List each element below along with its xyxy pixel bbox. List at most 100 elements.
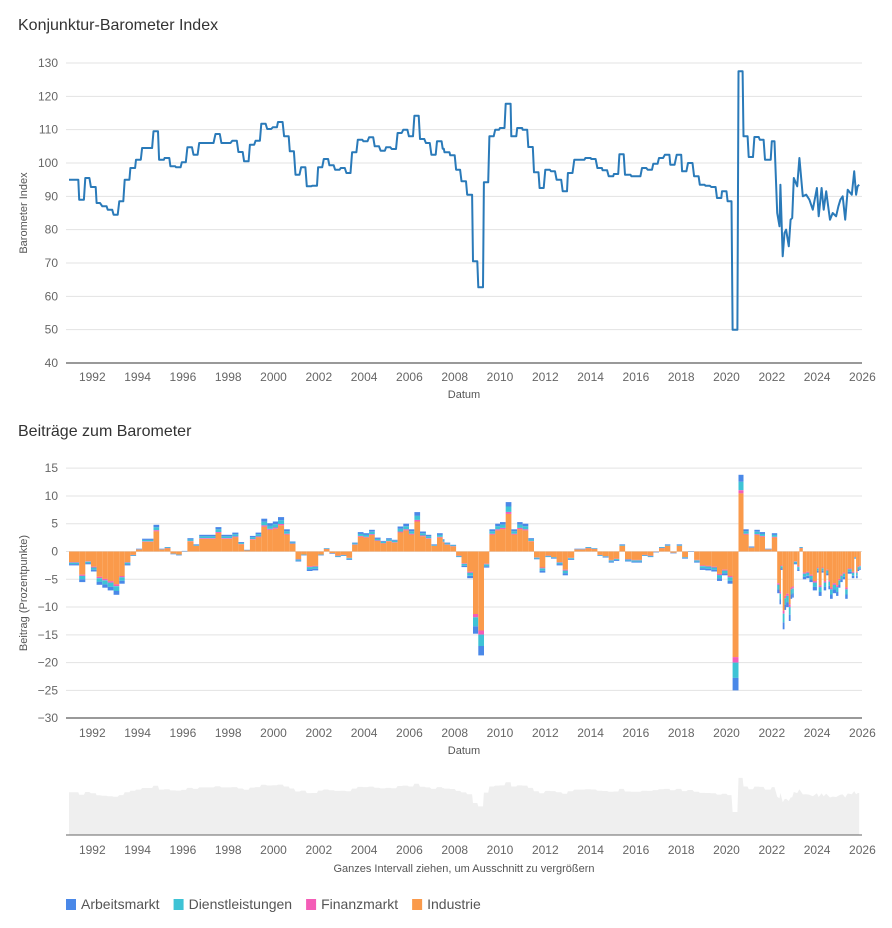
- bar-dienstleistungen[interactable]: [107, 582, 114, 587]
- bar-industrie[interactable]: [357, 536, 364, 552]
- bar-finanzmarkt[interactable]: [727, 576, 733, 578]
- bar-dienstleistungen[interactable]: [759, 533, 765, 536]
- bar-industrie[interactable]: [694, 551, 700, 560]
- bar-dienstleistungen[interactable]: [442, 540, 445, 542]
- bar-finanzmarkt[interactable]: [391, 542, 398, 543]
- bar-dienstleistungen[interactable]: [357, 533, 364, 536]
- bar-industrie[interactable]: [272, 528, 278, 552]
- bar-industrie[interactable]: [136, 549, 143, 552]
- bar-dienstleistungen[interactable]: [854, 557, 856, 559]
- bar-arbeitsmarkt[interactable]: [854, 558, 856, 559]
- bar-dienstleistungen[interactable]: [545, 555, 551, 557]
- bar-arbeitsmarkt[interactable]: [613, 560, 620, 561]
- bar-finanzmarkt[interactable]: [473, 614, 479, 618]
- legend-item-finanzmarkt[interactable]: Finanzmarkt: [306, 896, 398, 912]
- bar-dienstleistungen[interactable]: [832, 584, 837, 590]
- bar-arbeitsmarkt[interactable]: [374, 537, 381, 539]
- bar-dienstleistungen[interactable]: [777, 584, 780, 590]
- bar-finanzmarkt[interactable]: [826, 569, 829, 571]
- bar-finanzmarkt[interactable]: [771, 536, 778, 538]
- bar-industrie[interactable]: [335, 551, 341, 556]
- bar-industrie[interactable]: [391, 542, 398, 552]
- bar-arbeitsmarkt[interactable]: [608, 561, 614, 563]
- bar-dienstleistungen[interactable]: [505, 506, 512, 512]
- bar-arbeitsmarkt[interactable]: [717, 578, 722, 581]
- bar-industrie[interactable]: [85, 551, 91, 562]
- bar-arbeitsmarkt[interactable]: [456, 556, 462, 558]
- bar-arbeitsmarkt[interactable]: [836, 591, 839, 596]
- bar-industrie[interactable]: [823, 551, 827, 582]
- bar-arbeitsmarkt[interactable]: [793, 563, 798, 565]
- bar-industrie[interactable]: [414, 521, 421, 552]
- bar-finanzmarkt[interactable]: [840, 574, 843, 576]
- bar-industrie[interactable]: [613, 551, 620, 559]
- bar-arbeitsmarkt[interactable]: [153, 524, 160, 528]
- bar-finanzmarkt[interactable]: [511, 533, 518, 535]
- bar-dienstleistungen[interactable]: [397, 528, 404, 532]
- bar-industrie[interactable]: [562, 551, 568, 570]
- bar-dienstleistungen[interactable]: [312, 566, 319, 569]
- bar-dienstleistungen[interactable]: [278, 520, 285, 524]
- bar-dienstleistungen[interactable]: [193, 544, 200, 546]
- bar-industrie[interactable]: [832, 551, 837, 584]
- bar-finanzmarkt[interactable]: [832, 583, 837, 585]
- bar-industrie[interactable]: [500, 529, 506, 552]
- bar-industrie[interactable]: [467, 551, 474, 572]
- bar-dienstleistungen[interactable]: [857, 567, 860, 570]
- bar-finanzmarkt[interactable]: [857, 566, 860, 568]
- bar-finanzmarkt[interactable]: [859, 565, 861, 567]
- bar-arbeitsmarkt[interactable]: [732, 677, 739, 691]
- bar-industrie[interactable]: [765, 549, 772, 552]
- bar-dienstleistungen[interactable]: [539, 568, 546, 571]
- bar-finanzmarkt[interactable]: [232, 536, 239, 538]
- bar-finanzmarkt[interactable]: [408, 533, 415, 535]
- bar-arbeitsmarkt[interactable]: [261, 518, 268, 522]
- bar-finanzmarkt[interactable]: [153, 530, 160, 532]
- bar-dienstleistungen[interactable]: [738, 481, 744, 491]
- bar-arbeitsmarkt[interactable]: [743, 529, 749, 532]
- bar-arbeitsmarkt[interactable]: [812, 586, 817, 591]
- bar-arbeitsmarkt[interactable]: [840, 579, 843, 583]
- bar-arbeitsmarkt[interactable]: [500, 522, 506, 525]
- bar-dienstleistungen[interactable]: [69, 562, 80, 565]
- bar-arbeitsmarkt[interactable]: [363, 533, 370, 535]
- bar-dienstleistungen[interactable]: [232, 534, 239, 537]
- bar-dienstleistungen[interactable]: [102, 580, 108, 585]
- bar-industrie[interactable]: [780, 551, 783, 566]
- bar-finanzmarkt[interactable]: [562, 569, 568, 571]
- bar-industrie[interactable]: [799, 548, 803, 552]
- bar-industrie[interactable]: [267, 530, 273, 552]
- bar-industrie[interactable]: [754, 535, 760, 552]
- bar-finanzmarkt[interactable]: [711, 566, 717, 568]
- bar-industrie[interactable]: [840, 551, 843, 575]
- bar-finanzmarkt[interactable]: [267, 528, 273, 530]
- bar-arbeitsmarkt[interactable]: [786, 602, 789, 608]
- bar-finanzmarkt[interactable]: [847, 568, 852, 570]
- bar-finanzmarkt[interactable]: [478, 630, 484, 635]
- bar-finanzmarkt[interactable]: [851, 571, 855, 573]
- bar-arbeitsmarkt[interactable]: [823, 586, 827, 591]
- bar-finanzmarkt[interactable]: [797, 566, 800, 568]
- bar-arbeitsmarkt[interactable]: [847, 571, 852, 574]
- bar-dienstleistungen[interactable]: [790, 589, 793, 595]
- bar-arbeitsmarkt[interactable]: [856, 575, 858, 579]
- bar-industrie[interactable]: [793, 551, 798, 562]
- bar-finanzmarkt[interactable]: [821, 567, 824, 569]
- bar-industrie[interactable]: [312, 551, 319, 566]
- bar-arbeitsmarkt[interactable]: [284, 529, 290, 532]
- bar-industrie[interactable]: [842, 551, 846, 573]
- bar-finanzmarkt[interactable]: [780, 565, 783, 567]
- bar-finanzmarkt[interactable]: [809, 574, 813, 576]
- bar-arbeitsmarkt[interactable]: [859, 568, 861, 570]
- bar-dienstleistungen[interactable]: [374, 538, 381, 541]
- bar-industrie[interactable]: [771, 537, 778, 552]
- bar-arbeitsmarkt[interactable]: [232, 532, 239, 535]
- bar-arbeitsmarkt[interactable]: [784, 604, 787, 610]
- bar-dienstleistungen[interactable]: [828, 581, 830, 586]
- bar-finanzmarkt[interactable]: [777, 583, 780, 585]
- bar-dienstleistungen[interactable]: [473, 617, 479, 627]
- bar-industrie[interactable]: [528, 541, 534, 552]
- bar-industrie[interactable]: [682, 551, 688, 558]
- bar-industrie[interactable]: [450, 546, 457, 552]
- bar-dienstleistungen[interactable]: [352, 543, 358, 545]
